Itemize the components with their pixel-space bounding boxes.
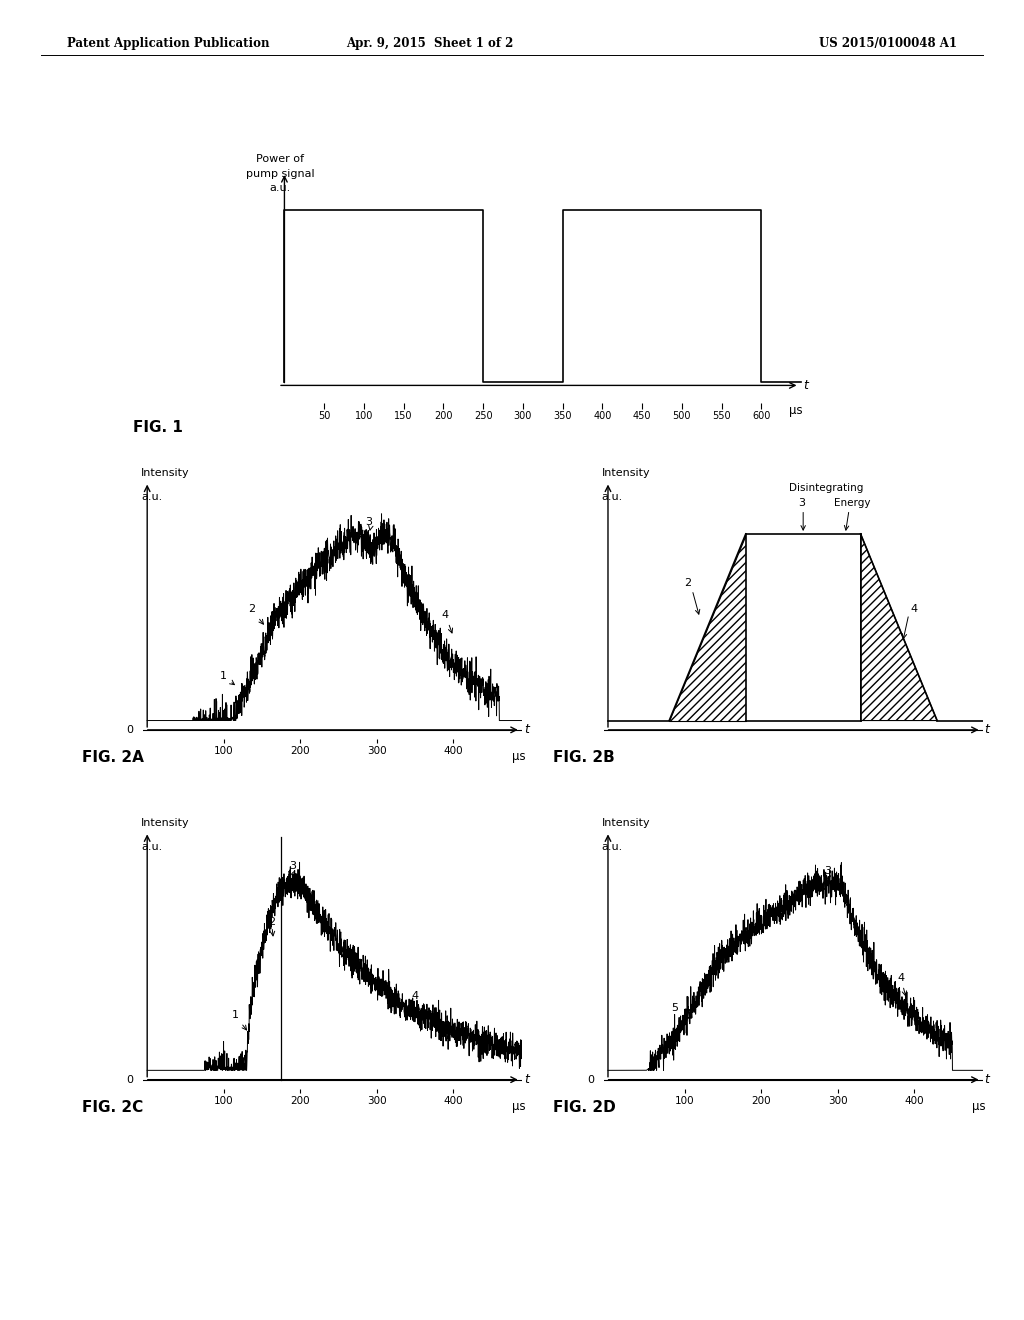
Text: US 2015/0100048 A1: US 2015/0100048 A1 (819, 37, 957, 50)
Text: μs: μs (512, 1100, 525, 1113)
Text: Intensity: Intensity (602, 817, 650, 828)
Text: FIG. 2D: FIG. 2D (553, 1100, 615, 1114)
Polygon shape (860, 533, 937, 721)
Text: a.u.: a.u. (602, 492, 624, 502)
Text: 2: 2 (268, 917, 275, 927)
Text: 0: 0 (126, 725, 133, 735)
Text: 4: 4 (910, 605, 918, 614)
Text: t: t (804, 379, 808, 392)
Text: 4: 4 (412, 991, 422, 1015)
Text: Energy: Energy (834, 498, 870, 508)
Text: 0: 0 (587, 1074, 594, 1085)
Text: 3: 3 (366, 516, 373, 527)
Text: a.u.: a.u. (141, 492, 163, 502)
Text: FIG. 2A: FIG. 2A (82, 750, 143, 764)
Text: FIG. 2C: FIG. 2C (82, 1100, 143, 1114)
Text: a.u.: a.u. (602, 842, 624, 851)
Text: t: t (523, 723, 528, 737)
Text: 1: 1 (220, 672, 234, 685)
Text: 2: 2 (248, 605, 263, 624)
Text: t: t (984, 723, 989, 737)
Text: μs: μs (973, 1100, 986, 1113)
Text: 3: 3 (798, 498, 805, 508)
Polygon shape (745, 533, 860, 721)
Text: FIG. 2B: FIG. 2B (553, 750, 614, 764)
Text: Disintegrating: Disintegrating (788, 483, 863, 492)
Text: a.u.: a.u. (270, 182, 291, 193)
Text: 2: 2 (684, 578, 691, 589)
Text: Intensity: Intensity (141, 467, 189, 478)
Text: t: t (523, 1073, 528, 1086)
Text: 3: 3 (824, 866, 831, 876)
Text: 3: 3 (289, 861, 296, 871)
Text: Apr. 9, 2015  Sheet 1 of 2: Apr. 9, 2015 Sheet 1 of 2 (346, 37, 514, 50)
Text: μs: μs (512, 750, 525, 763)
Text: Power of: Power of (256, 153, 304, 164)
Text: 0: 0 (126, 1074, 133, 1085)
Text: 5: 5 (671, 1003, 683, 1024)
Text: t: t (984, 1073, 989, 1086)
Text: Intensity: Intensity (602, 467, 650, 478)
Text: μs: μs (790, 404, 803, 417)
Text: 4: 4 (897, 973, 906, 995)
Text: 4: 4 (442, 610, 453, 632)
Text: FIG. 1: FIG. 1 (133, 420, 183, 434)
Text: 1: 1 (231, 1010, 247, 1030)
Text: a.u.: a.u. (141, 842, 163, 851)
Text: Patent Application Publication: Patent Application Publication (67, 37, 269, 50)
Text: Intensity: Intensity (141, 817, 189, 828)
Text: pump signal: pump signal (246, 169, 314, 180)
Polygon shape (670, 533, 745, 721)
